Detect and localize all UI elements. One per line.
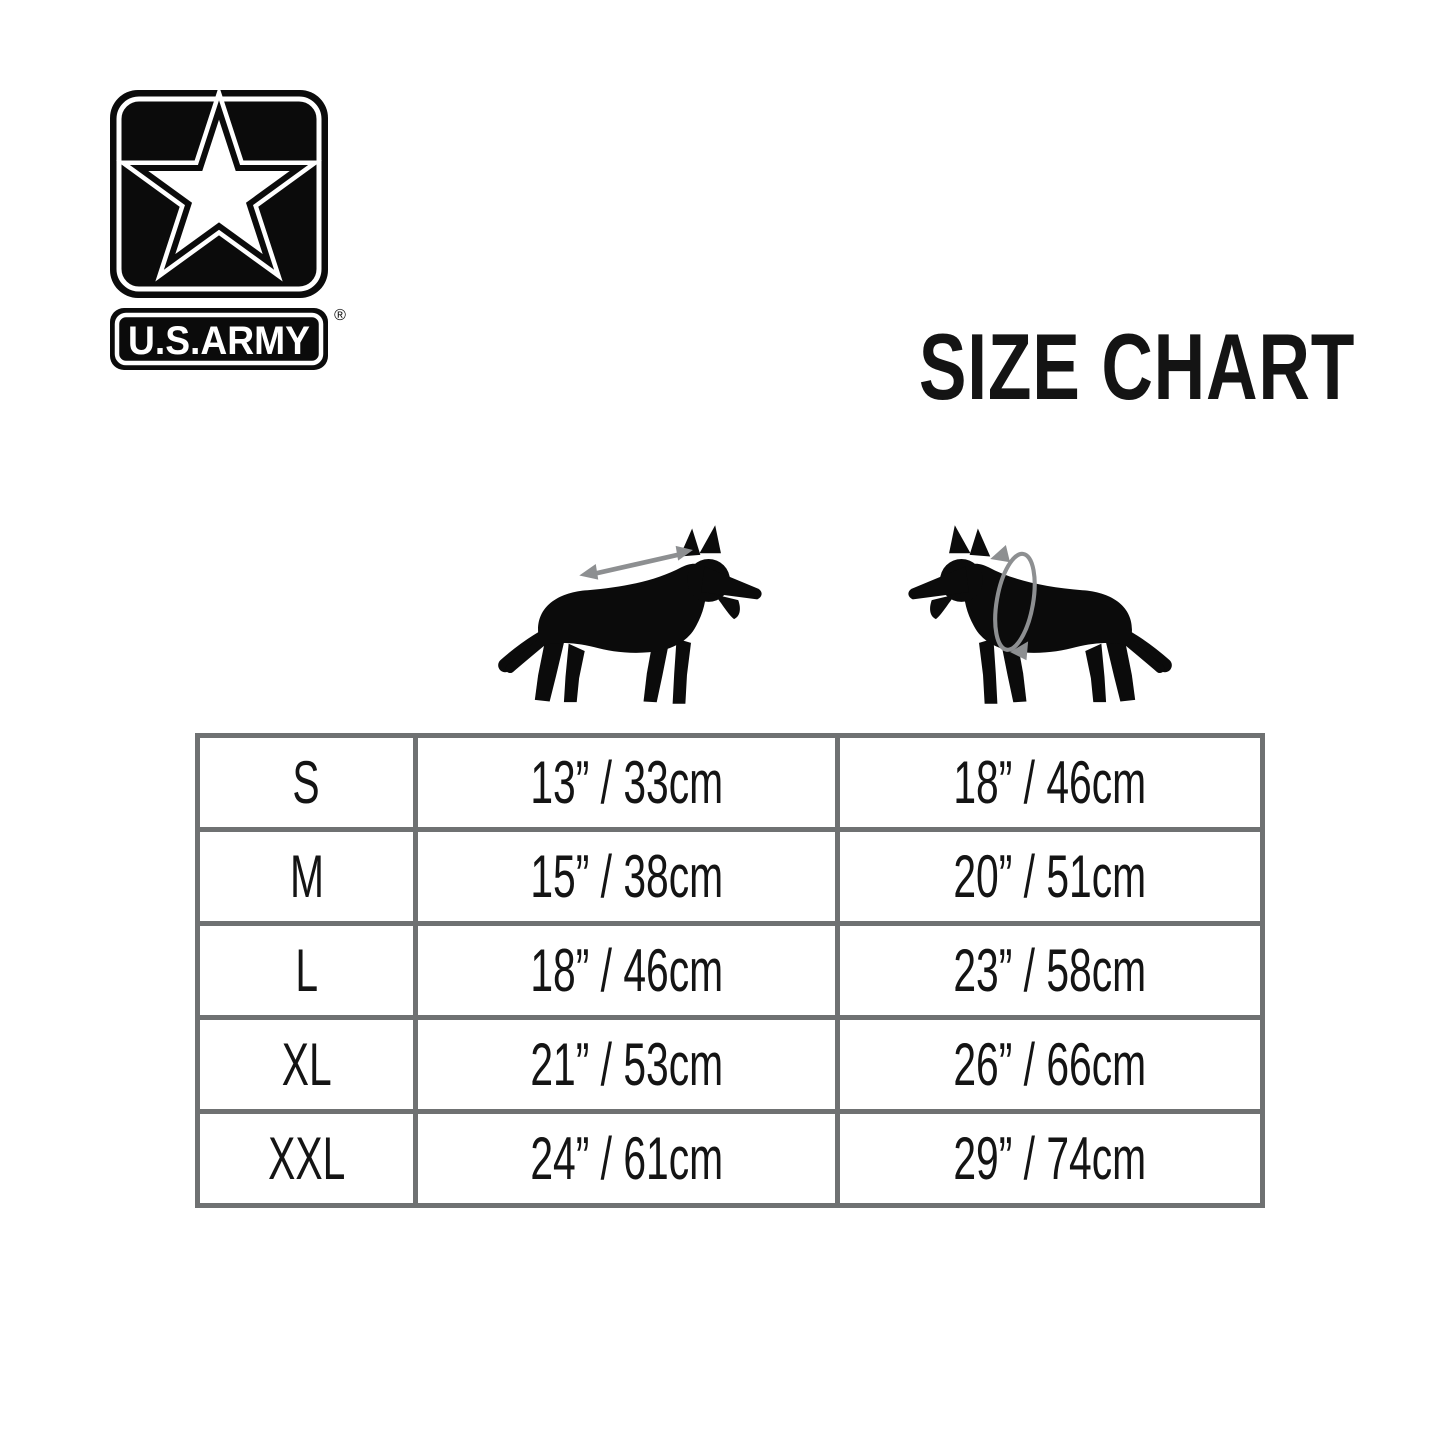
page-title-text: SIZE CHART xyxy=(918,314,1356,419)
back-length-value: 21” / 53cm xyxy=(530,1031,723,1098)
army-star-icon xyxy=(110,88,328,298)
size-label-cell: L xyxy=(195,921,418,1020)
size-label-cell: M xyxy=(195,827,418,926)
girth-dog-icon xyxy=(908,525,1172,706)
table-row: M 15” / 38cm 20” / 51cm xyxy=(195,827,1265,926)
girth-value: 26” / 66cm xyxy=(953,1031,1147,1098)
army-wordmark: U.S.ARMY ® xyxy=(110,307,346,370)
registered-trademark-symbol: ® xyxy=(334,307,346,324)
size-label-cell: S xyxy=(195,733,418,832)
back-length-cell: 15” / 38cm xyxy=(413,827,840,926)
girth-cell: 18” / 46cm xyxy=(835,733,1265,832)
size-label: M xyxy=(289,843,324,910)
back-length-value: 18” / 46cm xyxy=(530,937,723,1004)
back-length-value: 13” / 33cm xyxy=(530,749,723,816)
dog-silhouette xyxy=(498,525,762,706)
back-length-cell: 24” / 61cm xyxy=(413,1109,840,1208)
back-length-cell: 18” / 46cm xyxy=(413,921,840,1020)
army-wordmark-text: U.S.ARMY xyxy=(128,319,310,363)
girth-value: 18” / 46cm xyxy=(953,749,1147,816)
size-label: XL xyxy=(281,1031,332,1098)
back-length-value: 15” / 38cm xyxy=(530,843,723,910)
back-length-arrow-icon xyxy=(579,545,693,580)
table-row: S 13” / 33cm 18” / 46cm xyxy=(195,733,1265,832)
us-army-logo: U.S.ARMY ® xyxy=(110,88,346,370)
back-length-dog-icon xyxy=(498,525,762,706)
size-label-cell: XXL xyxy=(195,1109,418,1208)
girth-cell: 29” / 74cm xyxy=(835,1109,1265,1208)
girth-loop-icon xyxy=(990,545,1037,661)
back-length-value: 24” / 61cm xyxy=(530,1125,723,1192)
page-title: SIZE CHART xyxy=(850,314,1380,419)
girth-cell: 23” / 58cm xyxy=(835,921,1265,1020)
size-table: S 13” / 33cm 18” / 46cm M 15” / 38cm 20”… xyxy=(195,733,1265,1208)
dog-silhouette-mirrored xyxy=(908,525,1172,706)
table-row: L 18” / 46cm 23” / 58cm xyxy=(195,921,1265,1020)
size-label: XXL xyxy=(267,1125,346,1192)
back-length-cell: 21” / 53cm xyxy=(413,1015,840,1114)
girth-cell: 20” / 51cm xyxy=(835,827,1265,926)
size-label: L xyxy=(295,937,318,1004)
size-label-cell: XL xyxy=(195,1015,418,1114)
size-label: S xyxy=(292,749,321,816)
girth-cell: 26” / 66cm xyxy=(835,1015,1265,1114)
table-row: XXL 24” / 61cm 29” / 74cm xyxy=(195,1109,1265,1208)
girth-value: 20” / 51cm xyxy=(953,843,1147,910)
table-row: XL 21” / 53cm 26” / 66cm xyxy=(195,1015,1265,1114)
girth-value: 23” / 58cm xyxy=(953,937,1147,1004)
back-length-cell: 13” / 33cm xyxy=(413,733,840,832)
girth-value: 29” / 74cm xyxy=(953,1125,1147,1192)
